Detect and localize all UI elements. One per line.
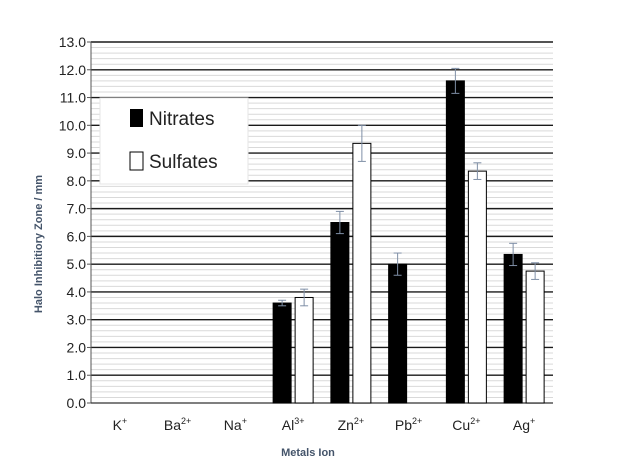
legend: Nitrates Sulfates <box>99 97 249 185</box>
x-category-label: Pb2+ <box>395 416 422 433</box>
x-axis-category-labels: K+ Ba2+ Na+ Al3+ Zn2+ Pb2+ Cu2+ Ag+ <box>113 416 536 433</box>
bar-sulfates-al <box>294 296 314 404</box>
y-tick-label: 13.0 <box>59 34 86 50</box>
legend-swatch-nitrates <box>130 109 143 127</box>
bar-nitrates-pb <box>388 263 408 404</box>
bar-sulfates-cu <box>467 170 487 404</box>
y-tick-label: 3.0 <box>67 312 87 328</box>
x-category-label: Ag+ <box>513 416 535 433</box>
x-category-label: Cu2+ <box>452 416 480 433</box>
legend-swatch-sulfates <box>129 151 144 171</box>
bar-nitrates-al <box>272 302 292 404</box>
x-category-label: Na+ <box>224 416 247 433</box>
x-category-label: Zn2+ <box>338 416 365 433</box>
bar-sulfates-zn <box>352 142 372 404</box>
y-tick-label: 1.0 <box>67 367 87 383</box>
bar-nitrates-zn <box>330 222 350 404</box>
bar-nitrates-cu <box>445 80 465 404</box>
y-axis-tick-labels: 0.0 1.0 2.0 3.0 4.0 5.0 6.0 7.0 8.0 9.0 10.0 11.0 12… <box>59 34 91 411</box>
bar-series <box>272 80 545 404</box>
legend-label-sulfates: Sulfates <box>149 152 218 173</box>
y-tick-label: 12.0 <box>59 62 86 78</box>
y-tick-label: 10.0 <box>59 117 86 133</box>
y-tick-label: 0.0 <box>67 395 87 411</box>
y-tick-label: 9.0 <box>67 145 87 161</box>
legend-box <box>99 97 249 185</box>
y-tick-label: 4.0 <box>67 284 87 300</box>
bar-nitrates-ag <box>503 253 523 404</box>
legend-label-nitrates: Nitrates <box>149 109 214 130</box>
y-tick-label: 6.0 <box>67 228 87 244</box>
x-category-label: Ba2+ <box>164 416 191 433</box>
y-tick-label: 11.0 <box>60 90 86 106</box>
bar-sulfates-ag <box>525 270 545 404</box>
y-tick-label: 8.0 <box>67 173 87 189</box>
error-bars <box>278 67 540 307</box>
x-category-label: Al3+ <box>282 416 305 433</box>
y-axis-title: Halo Inhibitiory Zone / mm <box>33 175 45 313</box>
y-tick-label: 5.0 <box>67 256 87 272</box>
x-category-label: K+ <box>113 416 128 433</box>
y-tick-label: 2.0 <box>67 339 87 355</box>
y-tick-label: 7.0 <box>67 201 87 217</box>
x-axis-title: Metals Ion <box>281 447 335 459</box>
